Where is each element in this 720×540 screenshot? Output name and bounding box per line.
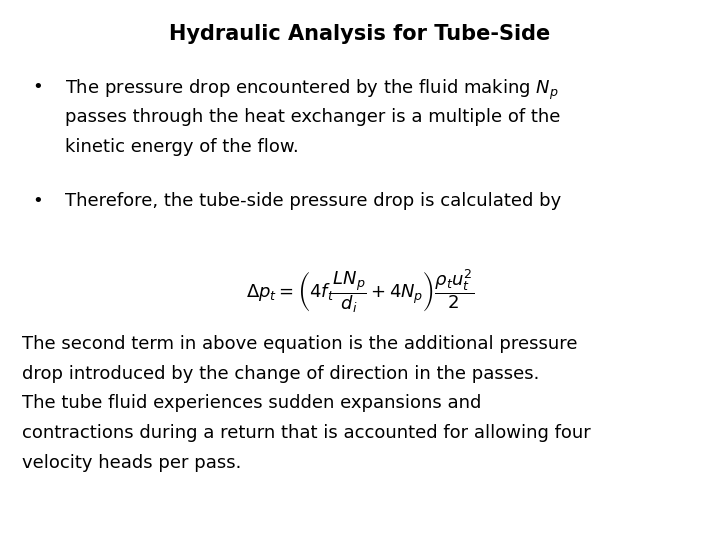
Text: Hydraulic Analysis for Tube-Side: Hydraulic Analysis for Tube-Side — [169, 24, 551, 44]
Text: The second term in above equation is the additional pressure: The second term in above equation is the… — [22, 335, 577, 353]
Text: drop introduced by the change of direction in the passes.: drop introduced by the change of directi… — [22, 364, 539, 382]
Text: kinetic energy of the flow.: kinetic energy of the flow. — [65, 138, 299, 156]
Text: $\Delta p_t = \left( 4f_t \dfrac{LN_p}{d_i} + 4N_p \right) \dfrac{\rho_t u_t^2}{: $\Delta p_t = \left( 4f_t \dfrac{LN_p}{d… — [246, 267, 474, 315]
Text: •: • — [32, 78, 43, 96]
Text: velocity heads per pass.: velocity heads per pass. — [22, 454, 241, 471]
Text: The tube fluid experiences sudden expansions and: The tube fluid experiences sudden expans… — [22, 394, 481, 412]
Text: The pressure drop encountered by the fluid making $N_p$: The pressure drop encountered by the flu… — [65, 78, 559, 103]
Text: contractions during a return that is accounted for allowing four: contractions during a return that is acc… — [22, 424, 590, 442]
Text: •: • — [32, 192, 43, 210]
Text: Therefore, the tube-side pressure drop is calculated by: Therefore, the tube-side pressure drop i… — [65, 192, 561, 210]
Text: passes through the heat exchanger is a multiple of the: passes through the heat exchanger is a m… — [65, 108, 560, 126]
